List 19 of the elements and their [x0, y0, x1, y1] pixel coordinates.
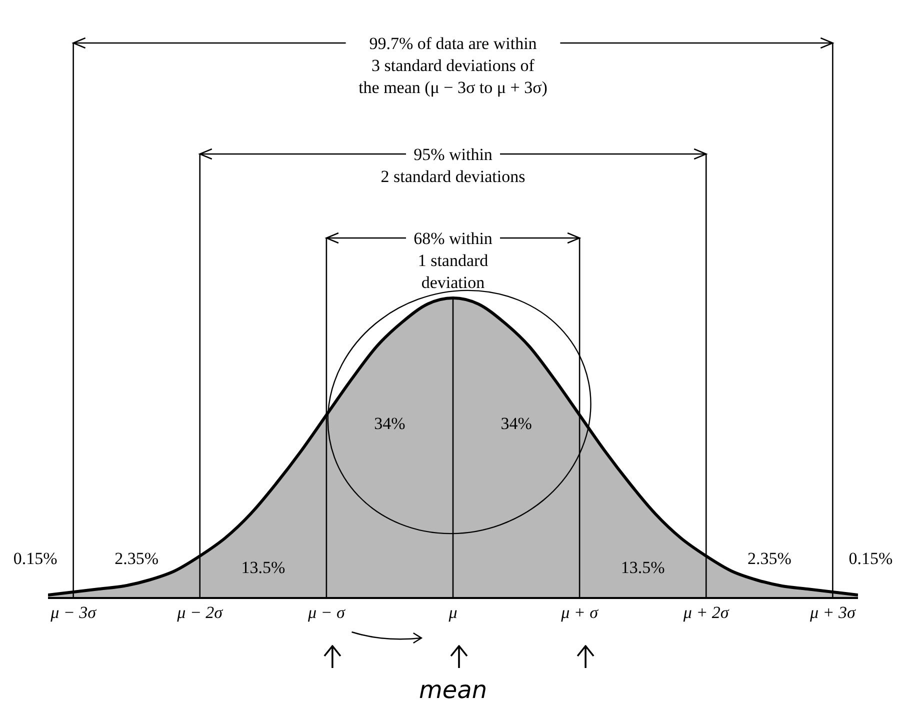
x-tick-label: μ − 2σ — [176, 603, 224, 622]
x-tick-label: μ + σ — [560, 603, 599, 622]
annotation: 13.5% — [620, 558, 665, 577]
annotation: 2.35% — [747, 549, 792, 568]
annotation: 34% — [500, 414, 532, 433]
text: 68% within 1 standard deviation — [414, 229, 493, 292]
text: 95% within 2 standard deviations — [380, 145, 526, 186]
x-tick-label: μ + 2σ — [682, 603, 730, 622]
text: 99.7% of data are within 3 standard deviations of the mean (μ − 3σ to μ + 3σ) — [358, 34, 548, 97]
x-tick-label: μ − 3σ — [50, 603, 97, 622]
annotation: 13.5% — [241, 558, 286, 577]
annotation: 0.15% — [13, 549, 58, 568]
annotation: 34% — [374, 414, 406, 433]
annotation: 0.15% — [848, 549, 893, 568]
annotation: mean — [418, 676, 488, 704]
x-tick-label: μ — [448, 603, 458, 622]
x-tick-label: μ + 3σ — [808, 603, 856, 622]
annotation: 2.35% — [114, 549, 159, 568]
x-tick-label: μ − σ — [306, 603, 346, 622]
